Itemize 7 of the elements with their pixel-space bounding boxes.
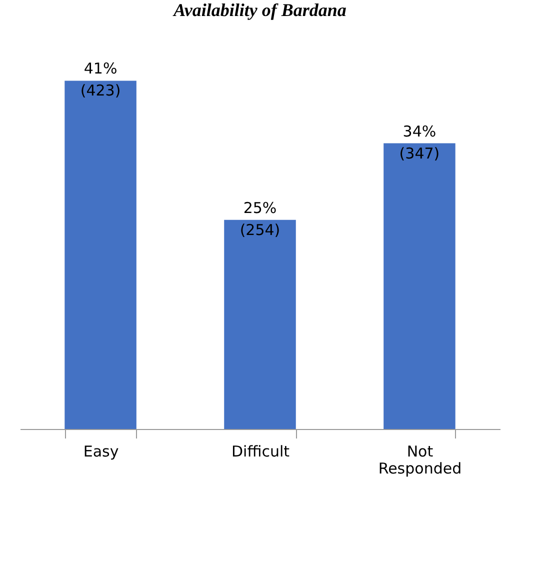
x-tick-label: Not Responded (378, 442, 462, 478)
data-label: 41% (423) (80, 60, 121, 100)
x-tick-label: Easy (83, 442, 119, 460)
chart-title: Availability of Bardana (172, 0, 346, 20)
data-label: 34% (347) (399, 122, 440, 162)
x-tick-label: Difficult (231, 442, 290, 460)
data-label: 25% (254) (240, 198, 280, 239)
